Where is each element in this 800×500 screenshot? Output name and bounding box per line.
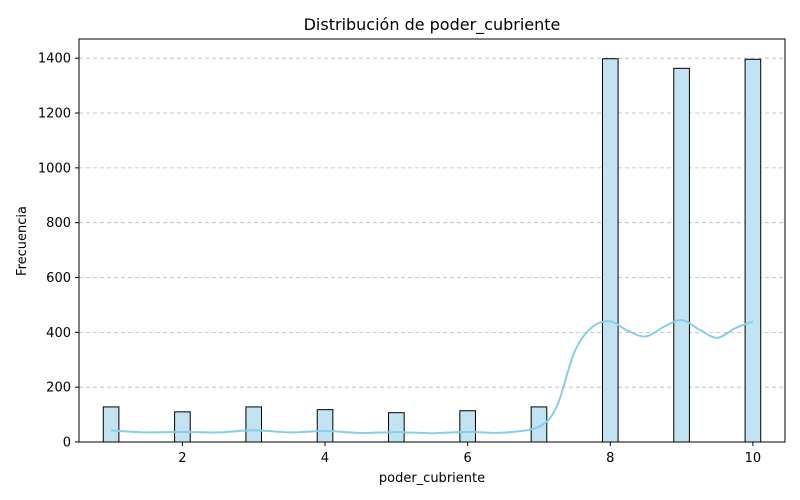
histogram-bar <box>673 67 690 443</box>
histogram-bar <box>316 409 334 443</box>
x-axis-title: poder_cubriente <box>379 471 485 486</box>
x-tick-label: 10 <box>745 451 762 466</box>
histogram-bar <box>601 58 619 443</box>
y-tick-label: 1400 <box>38 52 71 67</box>
x-tick-label: 6 <box>464 451 472 466</box>
histogram-bar <box>245 406 263 443</box>
y-axis: 0 200 400 600 800 1000 1200 1400 <box>38 52 79 451</box>
histogram-bar <box>744 58 762 443</box>
gridlines <box>79 57 785 443</box>
y-tick-label: 800 <box>46 216 71 231</box>
kde-curve <box>111 319 754 435</box>
plot-frame <box>78 38 786 443</box>
x-tick-label: 4 <box>321 451 329 466</box>
histogram-bar <box>388 412 405 443</box>
y-tick-label: 600 <box>46 271 71 286</box>
y-tick-label: 400 <box>46 326 71 341</box>
histogram-bar <box>102 406 120 443</box>
x-axis: 2 4 6 8 10 <box>178 442 761 466</box>
y-axis-title: Frecuencia <box>15 206 30 276</box>
y-tick-label: 200 <box>46 381 71 396</box>
x-tick-label: 2 <box>178 451 186 466</box>
histogram-bar <box>459 410 476 443</box>
y-tick-label: 1200 <box>38 107 71 122</box>
histogram-bars <box>102 58 762 443</box>
chart-title: Distribución de poder_cubriente <box>304 15 561 35</box>
y-tick-label: 0 <box>63 436 71 451</box>
histogram-bar <box>174 411 191 443</box>
y-tick-label: 1000 <box>38 161 71 176</box>
x-tick-label: 8 <box>606 451 614 466</box>
